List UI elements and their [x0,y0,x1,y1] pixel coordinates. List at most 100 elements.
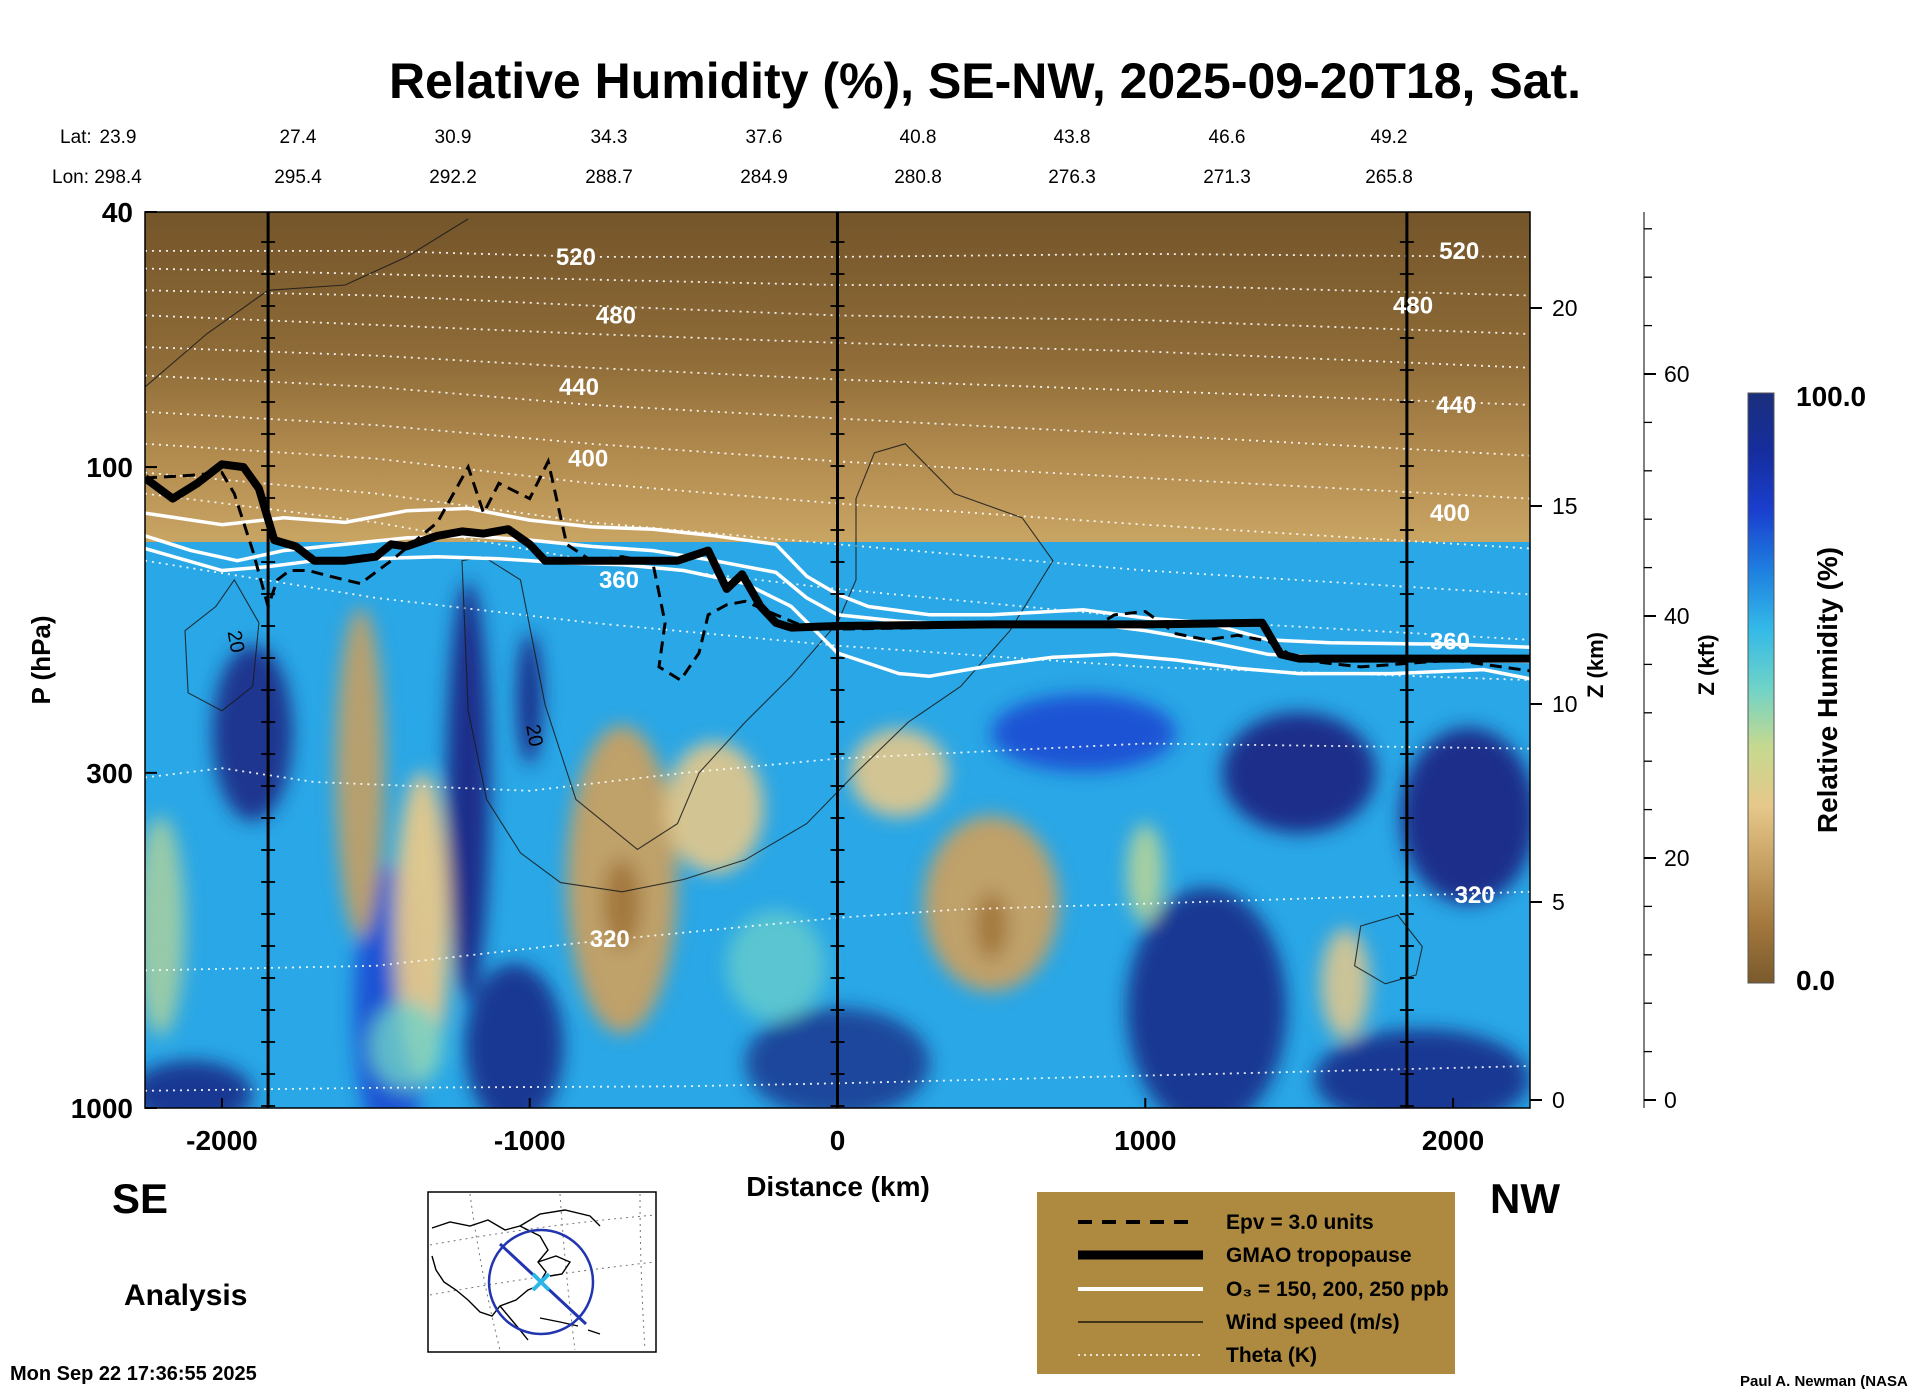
y-axis-label: P (hPa) [26,615,56,704]
gmao-tropopause [145,460,1530,663]
lat-tick-label: 23.9 [100,127,137,148]
rh-blob [465,963,564,1108]
lat-lon-tick-labels: 23.9 27.4 30.9 34.3 37.6 40.8 43.8 46.6 49.2 298.… [94,127,1413,188]
rh-blob [1222,712,1377,834]
wind-contour [145,218,469,388]
nw-label: NW [1490,1175,1560,1222]
inset-map [427,1191,657,1353]
rh-blob [446,581,490,1000]
lat-tick-label: 46.6 [1209,127,1246,148]
z-kft-label: Z (kft) [1694,634,1719,695]
lat-tick-label: 27.4 [280,127,317,148]
lon-tick-label: 271.3 [1203,167,1251,188]
rh-blob [1126,823,1164,923]
rh-blob [1126,887,1287,1108]
legend-tropopause-label: GMAO tropopause [1226,1244,1412,1267]
z-km-tick-label: 0 [1552,1087,1565,1113]
wind-contour [1353,914,1423,985]
rh-blob [1400,727,1530,904]
theta-contour [145,742,1530,792]
y-tick-label: 300 [86,758,133,789]
theta-contour-label: 400 [568,446,608,473]
z-km-tick-label: 10 [1552,691,1578,717]
x-tick-label: 2000 [1422,1125,1484,1156]
x-tick-label: -1000 [494,1125,566,1156]
ozone-contour [145,534,1530,664]
x-tick-label: 0 [830,1125,846,1156]
contour-overlays [145,218,1530,1092]
lon-tick-label: 288.7 [585,167,633,188]
y-tick-label: 1000 [71,1093,133,1124]
theta-contour-label: 480 [1393,293,1433,320]
inset-map-grid [429,1193,656,1351]
rh-blob [726,910,826,1021]
theta-contour-label: 520 [556,244,596,271]
lon-tick-label: 292.2 [429,167,477,188]
wind-contour-label: 20 [223,629,249,655]
z-kft-tick-label: 20 [1664,845,1690,871]
wind-contour [184,578,260,712]
z-km-axis: 0 5 10 15 20 [1529,212,1578,1113]
theta-contour [145,559,1530,681]
inset-map-frame [427,1191,657,1353]
colorbar [1747,392,1775,984]
inset-map-center-marker [531,1272,551,1292]
z-km-tick-label: 5 [1552,889,1565,915]
rh-blob [517,632,542,765]
theta-contour-label: 520 [1439,238,1479,265]
rh-blob [335,607,385,938]
theta-contour-label: 440 [559,374,599,401]
contour-labels: 520 480 440 400 360 320 520 480 440 400 360 320 20 20 [223,238,1495,953]
lon-tick-label: 280.8 [894,167,942,188]
lon-tick-label: 265.8 [1365,167,1413,188]
y-axis-ticks: 40 100 300 1000 [71,197,157,1124]
legend-epv-label: Epv = 3.0 units [1226,1211,1374,1234]
theta-contour [145,314,1530,369]
rh-blob [1320,928,1370,1039]
rh-blob [849,728,949,817]
y-tick-label: 100 [86,452,133,483]
z-kft-tick-label: 0 [1664,1087,1677,1113]
lat-tick-label: 30.9 [435,127,472,148]
ozone-contour [145,506,1530,649]
legend: Epv = 3.0 units GMAO tropopause O₃ = 150… [1037,1192,1455,1374]
theta-contour [145,289,1530,335]
wind-contour-label: 20 [521,723,547,749]
theta-contour-label: 480 [596,302,636,329]
z-km-tick-label: 20 [1552,295,1578,321]
lon-tick-label: 276.3 [1048,167,1096,188]
credit: Paul A. Newman (NASA [1740,1373,1908,1390]
theta-contour [145,250,1530,258]
rh-blob [145,816,185,1036]
z-km-tick-label: 15 [1552,493,1578,519]
legend-wind-label: Wind speed (m/s) [1226,1311,1400,1334]
vertical-reference-lines [261,212,1414,1108]
x-tick-label: -2000 [186,1125,258,1156]
y-tick-label: 40 [102,197,133,228]
theta-contour-label: 440 [1436,392,1476,419]
theta-contour-label: 320 [590,926,630,953]
legend-ozone-label: O₃ = 150, 200, 250 ppb [1226,1278,1449,1301]
z-kft-tick-label: 60 [1664,361,1690,387]
theta-contour [145,890,1530,972]
z-km-label: Z (km) [1583,632,1608,698]
legend-theta-label: Theta (K) [1226,1344,1317,1367]
rh-blob [1314,1029,1530,1108]
colorbar-min-label: 0.0 [1796,965,1835,996]
theta-contour-label: 360 [599,567,639,594]
rh-blob [145,1060,253,1108]
theta-contour-label: 360 [1430,628,1470,655]
theta-contour [145,1065,1530,1092]
lon-tick-label: 298.4 [94,167,142,188]
theta-contour-label: 320 [1455,882,1495,909]
lat-tick-label: 37.6 [746,127,783,148]
theta-contour-label: 400 [1430,500,1470,527]
lon-label: Lon: [52,167,89,188]
rh-blob [212,645,293,821]
lon-tick-label: 284.9 [740,167,788,188]
x-axis-ticks: -2000 -1000 0 1000 2000 [186,1098,1484,1156]
colorbar-max-label: 100.0 [1796,381,1866,412]
wind-contour [461,443,1054,893]
rh-blob [665,741,764,874]
